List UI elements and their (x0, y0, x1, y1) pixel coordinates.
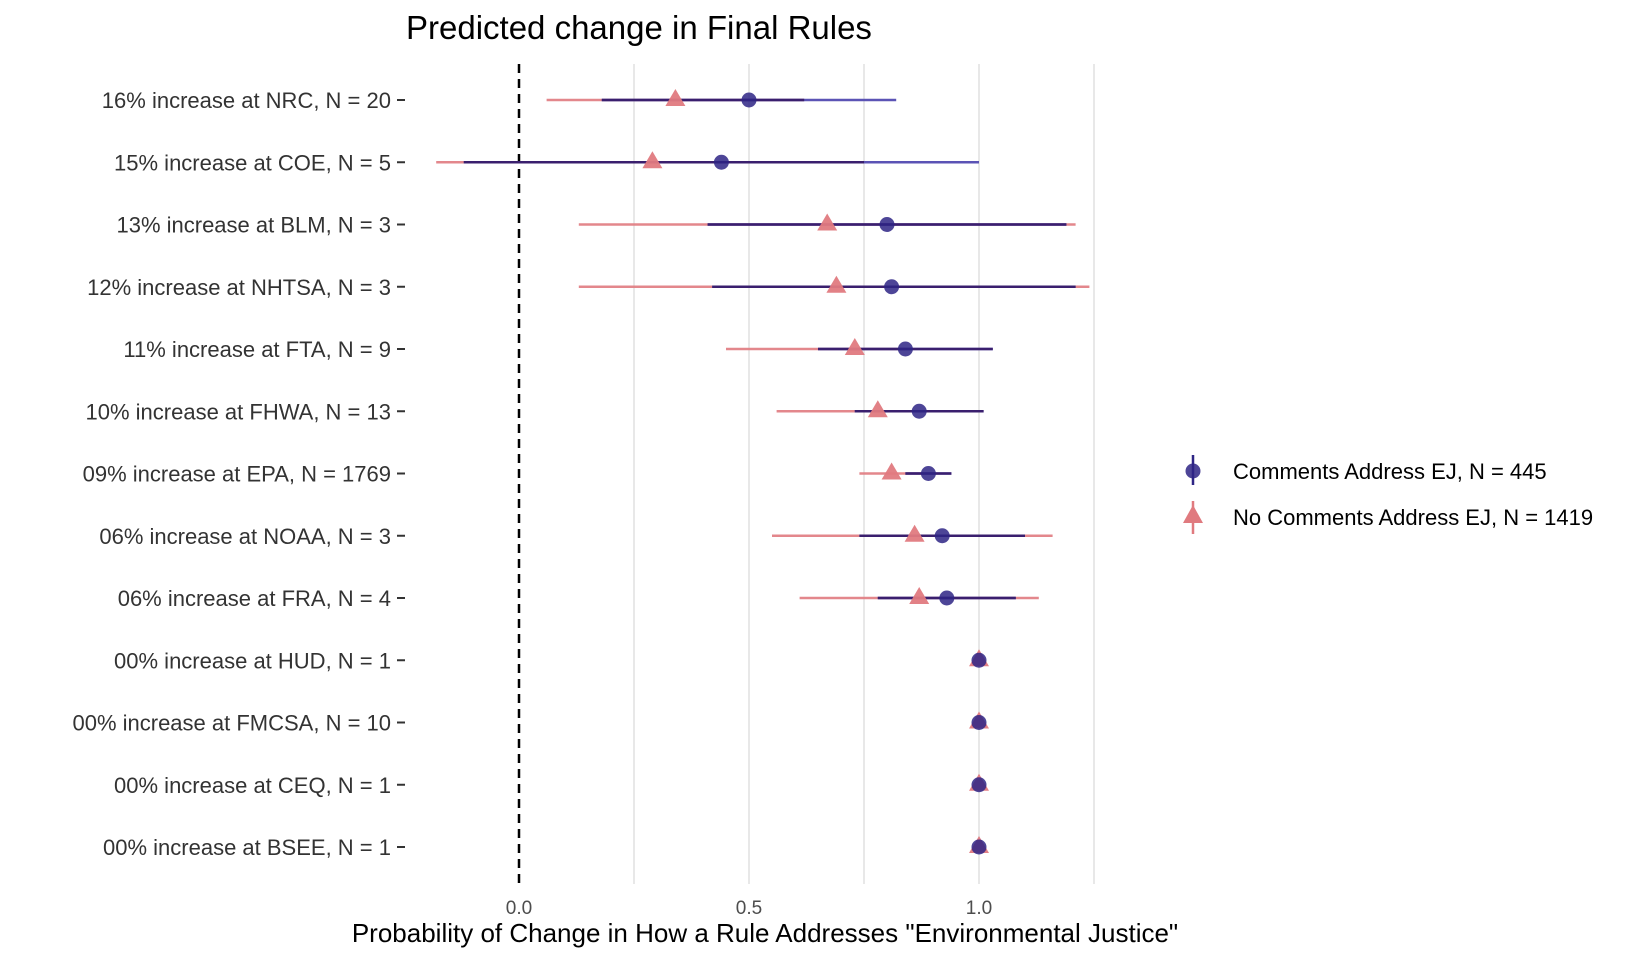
x-axis-label: Probability of Change in How a Rule Addr… (352, 918, 1178, 948)
point-no-comments (642, 151, 663, 169)
x-tick-label: 1.0 (966, 898, 992, 919)
y-tick-label: 10% increase at FHWA, N = 13 (86, 399, 391, 424)
point-comments (741, 92, 757, 108)
x-tick-label: 0.5 (736, 898, 762, 919)
x-tick-label: 0.0 (506, 898, 532, 919)
y-tick-label: 00% increase at BSEE, N = 1 (103, 835, 391, 860)
y-tick-label: 13% increase at BLM, N = 3 (116, 213, 391, 238)
legend-label-comments: Comments Address EJ, N = 445 (1233, 459, 1547, 484)
point-no-comments (909, 587, 930, 604)
y-axis: 16% increase at NRC, N = 20 15% increase … (72, 88, 405, 860)
point-comments (934, 528, 950, 544)
chart-title: Predicted change in Final Rules (406, 9, 872, 46)
point-no-comments (844, 338, 865, 355)
point-no-comments (665, 89, 686, 106)
y-tick-label: 16% increase at NRC, N = 20 (102, 88, 391, 113)
point-comments (971, 777, 987, 793)
point-comments (911, 403, 927, 419)
y-tick-label: 00% increase at CEQ, N = 1 (114, 773, 391, 798)
point-comments (971, 839, 987, 855)
point-comments (713, 154, 729, 170)
point-no-comments (867, 400, 888, 418)
point-comments (971, 652, 987, 668)
legend-key-no-comments (1183, 505, 1203, 523)
y-tick-label: 00% increase at FMCSA, N = 10 (72, 711, 391, 736)
legend-label-no-comments: No Comments Address EJ, N = 1419 (1233, 505, 1593, 530)
point-comments (879, 217, 895, 232)
point-no-comments (904, 524, 925, 542)
x-axis: 0.0 0.5 1.0 (506, 898, 992, 919)
y-tick-label: 06% increase at NOAA, N = 3 (99, 524, 391, 549)
y-tick-label: 12% increase at NHTSA, N = 3 (87, 275, 391, 300)
y-tick-label: 09% increase at EPA, N = 1769 (83, 462, 391, 487)
y-tick-label: 06% increase at FRA, N = 4 (118, 586, 391, 611)
point-no-comments (817, 213, 838, 231)
point-no-comments (881, 462, 902, 480)
y-tick-label: 00% increase at HUD, N = 1 (114, 648, 391, 673)
point-no-comments (826, 275, 847, 293)
point-comments (971, 715, 987, 730)
data-marks (436, 89, 1090, 855)
point-comments (939, 590, 955, 606)
legend-key-comments (1185, 463, 1201, 479)
point-comments (897, 341, 913, 357)
y-tick-label: 11% increase at FTA, N = 9 (123, 337, 391, 362)
legend: Comments Address EJ, N = 445 No Comments … (1183, 455, 1593, 534)
y-tick-label: 15% increase at COE, N = 5 (114, 150, 391, 175)
point-comments (920, 466, 936, 481)
point-comments (884, 279, 900, 295)
